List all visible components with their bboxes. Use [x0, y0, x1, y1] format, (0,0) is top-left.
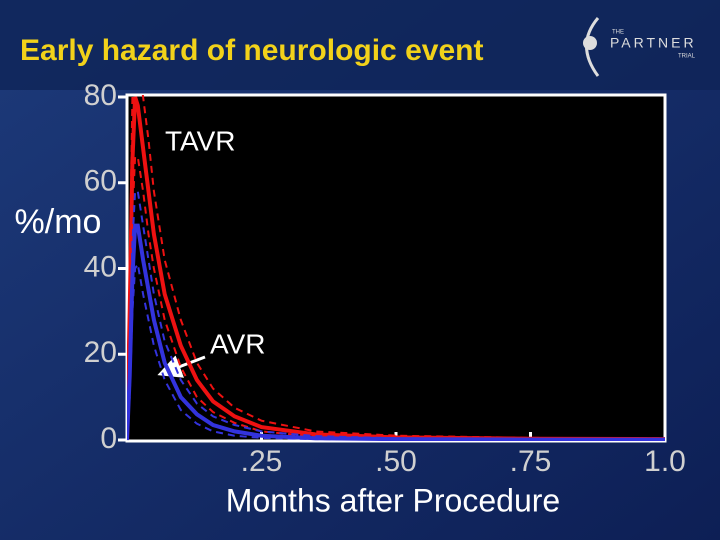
curves: [127, 95, 665, 441]
confidence-band: [127, 95, 665, 441]
x-tick-label: .50: [375, 445, 417, 478]
logo-bottom: TRIAL: [678, 54, 696, 60]
y-axis-label: %/mo: [15, 203, 102, 241]
x-axis-label: Months after Procedure: [226, 482, 560, 518]
x-tick-label: .75: [510, 445, 552, 478]
chart-title: Early hazard of neurologic event: [20, 34, 483, 67]
y-tick-label: 0: [100, 422, 117, 455]
tavr-label: TAVR: [165, 125, 236, 156]
line: [127, 96, 665, 441]
y-tick-label: 40: [84, 250, 117, 283]
avr-label: AVR: [210, 328, 266, 359]
title-bar: [0, 0, 720, 90]
x-tick-label: .25: [241, 445, 283, 478]
logo-top: THE: [612, 30, 624, 36]
y-tick-label: 60: [84, 165, 117, 198]
plot-area: [125, 93, 667, 443]
logo-arc: [585, 17, 600, 77]
line: [127, 223, 665, 441]
logo-name: PARTNER: [610, 35, 697, 51]
y-tick-label: 20: [84, 336, 117, 369]
logo: THE PARTNER TRIAL: [583, 17, 697, 77]
x-tick-label: 1.0: [644, 445, 686, 478]
y-tick-label: 80: [84, 79, 117, 112]
